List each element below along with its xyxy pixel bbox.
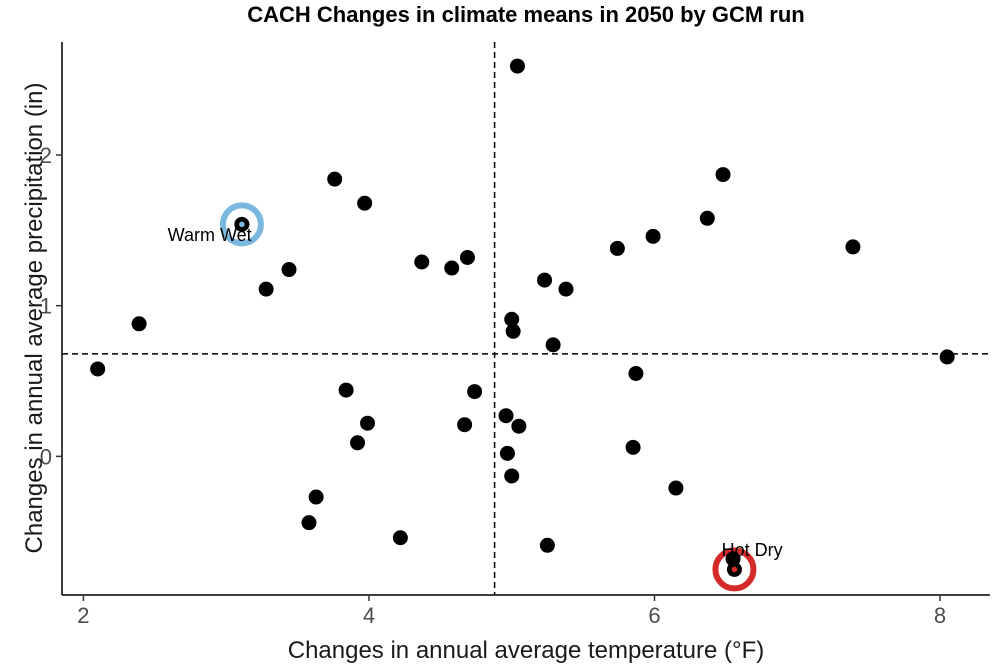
- data-point: [308, 489, 324, 505]
- data-point: [444, 260, 460, 276]
- data-point: [457, 417, 473, 433]
- data-point: [338, 382, 354, 398]
- data-point: [131, 316, 147, 332]
- data-point: [414, 254, 430, 270]
- data-point: [715, 167, 731, 183]
- plot-area: Warm Wet Hot Dry: [62, 42, 990, 595]
- highlight-ring: [219, 202, 264, 247]
- data-point: [459, 249, 475, 265]
- data-point: [281, 262, 297, 278]
- highlight-dot: [239, 221, 245, 228]
- data-point: [558, 281, 574, 297]
- chart-title: CACH Changes in climate means in 2050 by…: [247, 2, 804, 27]
- data-point: [357, 195, 373, 211]
- data-point: [504, 311, 520, 327]
- data-point: [939, 349, 955, 365]
- data-point: [504, 468, 520, 484]
- data-point: [545, 337, 561, 353]
- highlight-dot: [731, 566, 738, 573]
- data-point: [668, 480, 684, 496]
- x-tick-label: 2: [77, 603, 89, 628]
- highlight-label: Warm Wet: [168, 225, 252, 245]
- y-axis-title: Changes in annual average precipitation …: [21, 83, 48, 554]
- data-point: [467, 384, 483, 400]
- data-point: [505, 323, 521, 339]
- y-tick-label: 2: [40, 143, 52, 168]
- data-point: [499, 445, 515, 461]
- data-point: [699, 210, 715, 226]
- data-point: [845, 239, 861, 255]
- data-point: [360, 415, 376, 431]
- data-point: [511, 418, 527, 434]
- data-point: [645, 228, 661, 244]
- data-point: [498, 408, 514, 424]
- highlight-label: Hot Dry: [722, 540, 783, 560]
- data-point: [609, 240, 625, 256]
- data-point: [258, 281, 274, 297]
- x-tick-label: 6: [648, 603, 660, 628]
- data-point: [350, 435, 366, 451]
- y-tick-label: 1: [40, 294, 52, 319]
- data-point: [327, 171, 343, 187]
- data-point: [628, 365, 644, 381]
- data-point: [301, 515, 317, 531]
- y-tick-label: 0: [40, 444, 52, 469]
- data-point: [537, 272, 553, 288]
- data-point: [392, 530, 408, 546]
- x-axis-title: Changes in annual average temperature (°…: [288, 637, 765, 664]
- x-tick-label: 8: [934, 603, 946, 628]
- axes: 2 4 6 8 0 1 2: [40, 42, 990, 628]
- highlight-ring: [712, 547, 757, 592]
- x-tick-label: 4: [363, 603, 375, 628]
- data-point: [625, 439, 641, 455]
- data-point: [509, 58, 525, 74]
- data-point: [539, 537, 555, 553]
- data-point: [90, 361, 106, 377]
